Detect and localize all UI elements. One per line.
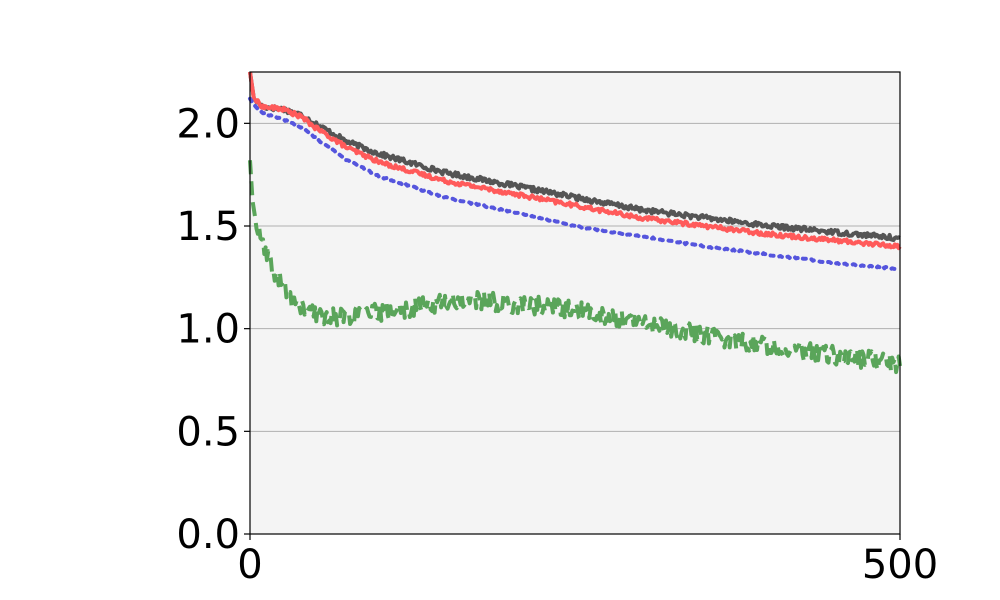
series-layer xyxy=(248,71,902,375)
plot-frame xyxy=(249,71,901,535)
x-tick-label-1: 500 xyxy=(862,542,938,588)
series-line-2 xyxy=(248,96,902,272)
y-tick-label-4: 2.0 xyxy=(176,101,240,147)
y-tick-label-1: 0.5 xyxy=(176,409,240,455)
y-tick-label-2: 1.0 xyxy=(176,307,240,353)
series-line-0 xyxy=(248,71,901,242)
y-tick-label-0: 0.0 xyxy=(176,512,240,558)
series-line-1 xyxy=(248,71,902,251)
y-tick-label-3: 1.5 xyxy=(176,204,240,250)
x-axis: 0 500 xyxy=(237,534,938,588)
x-tick-label-0: 0 xyxy=(237,542,262,588)
y-axis: 0.0 0.5 1.0 1.5 2.0 xyxy=(176,101,250,558)
series-line-3 xyxy=(248,160,902,375)
